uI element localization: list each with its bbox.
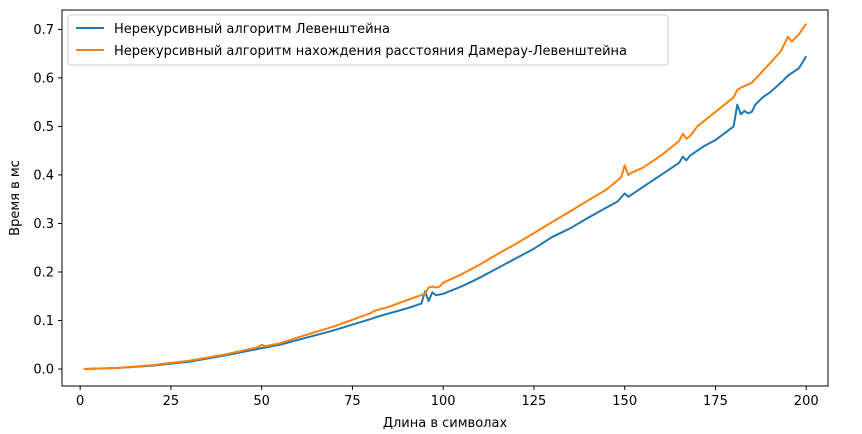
x-tick-label: 200 — [794, 394, 819, 409]
y-tick-label: 0.1 — [33, 314, 54, 329]
series-line-1 — [83, 23, 808, 371]
x-tick-label: 100 — [431, 394, 456, 409]
y-tick-label: 0.6 — [33, 71, 54, 86]
x-tick-label: 125 — [522, 394, 547, 409]
y-axis-label: Время в мс — [8, 160, 23, 236]
y-tick-label: 0.7 — [33, 23, 54, 38]
legend-label-damerau-levenshtein: Нерекурсивный алгоритм нахождения рассто… — [114, 44, 627, 59]
x-tick-label: 0 — [76, 394, 84, 409]
plot-frame — [61, 9, 829, 387]
y-tick-label: 0.4 — [33, 168, 54, 183]
x-tick-label: 175 — [703, 394, 728, 409]
legend-box — [67, 14, 669, 66]
series-lines — [83, 23, 808, 371]
x-tick-label: 25 — [163, 394, 180, 409]
y-tick-label: 0.2 — [33, 265, 54, 280]
y-tick-label: 0.5 — [33, 120, 54, 135]
legend-label-levenshtein: Нерекурсивный алгоритм Левенштейна — [114, 22, 390, 37]
y-axis-ticks: 0.0 0.1 0.2 0.3 0.4 0.5 0.6 0.7 — [33, 23, 62, 378]
x-axis-ticks: 0 25 50 75 100 125 150 175 200 — [76, 386, 819, 409]
series-line-0 — [83, 55, 808, 371]
y-tick-label: 0.3 — [33, 217, 54, 232]
x-axis-label: Длина в символах — [383, 416, 508, 431]
legend: Нерекурсивный алгоритм Левенштейна Нерек… — [67, 14, 669, 66]
x-tick-label: 50 — [253, 394, 270, 409]
x-tick-label: 75 — [344, 394, 361, 409]
y-tick-label: 0.0 — [33, 363, 54, 378]
x-tick-label: 150 — [612, 394, 637, 409]
